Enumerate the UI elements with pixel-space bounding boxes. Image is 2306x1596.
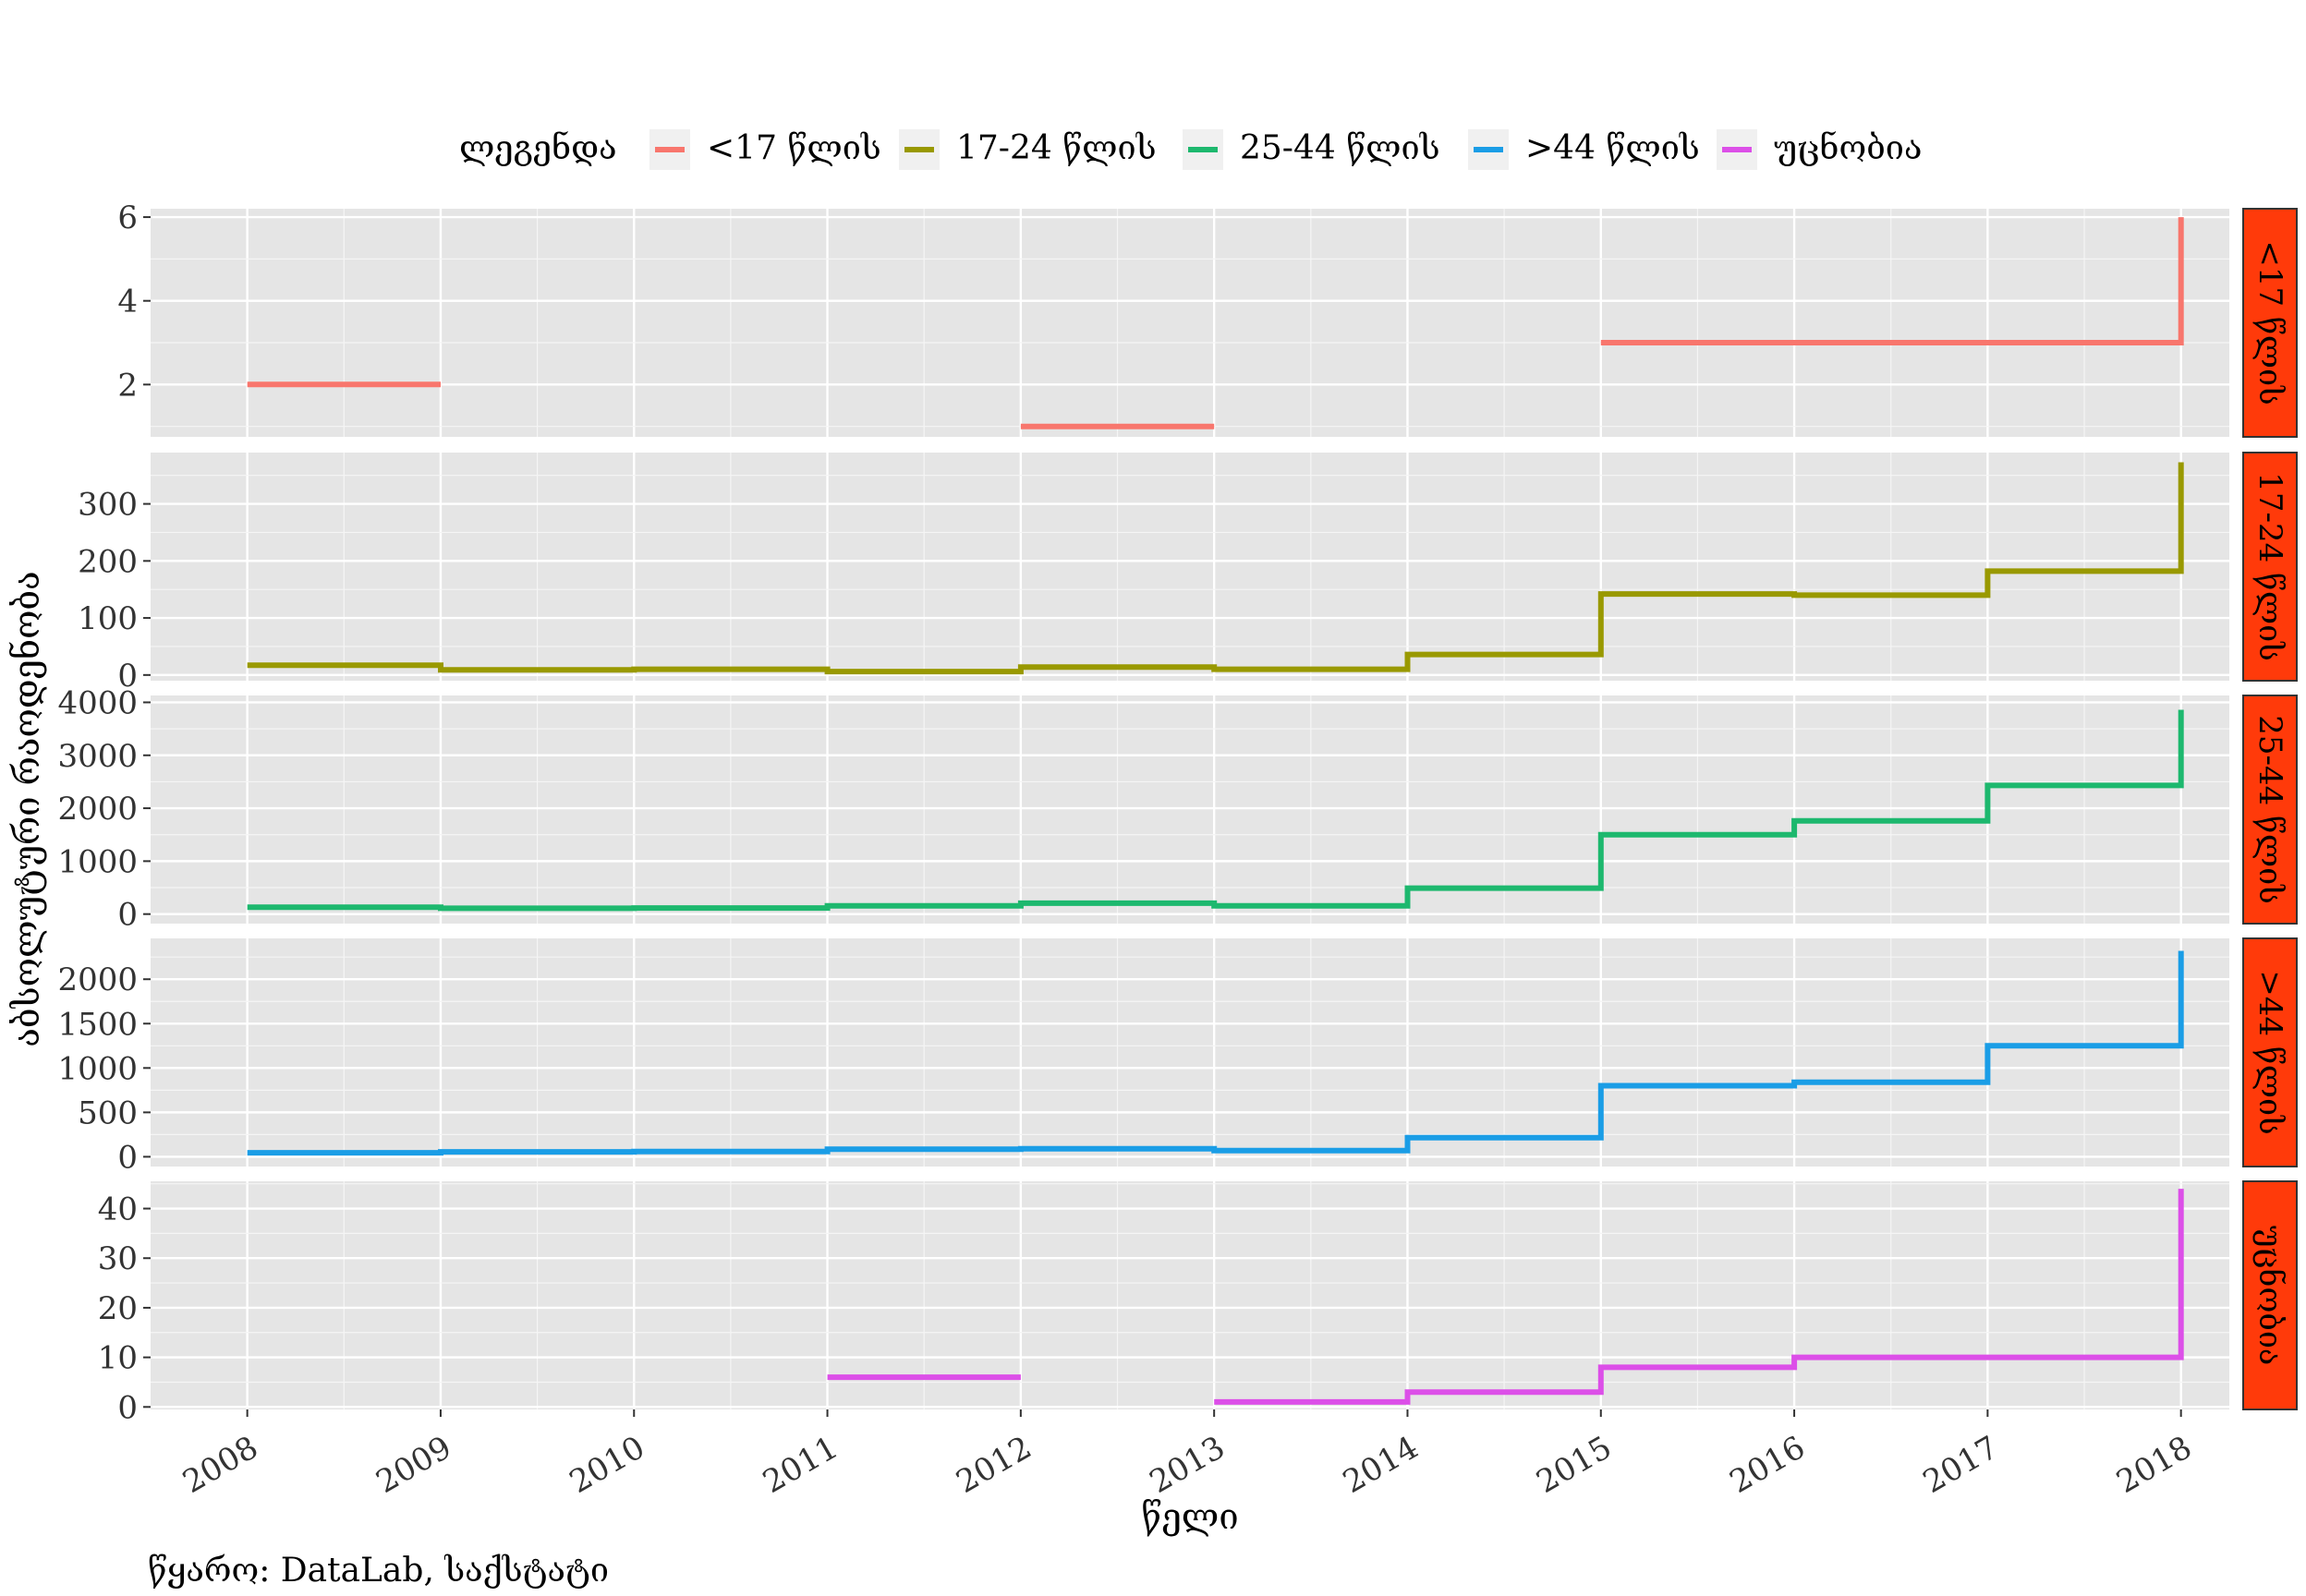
x-tick-label: 2012 xyxy=(950,1429,1038,1501)
y-tick-label: 6 xyxy=(117,200,138,236)
panel-4: 0 500 1000 1500 2000 >44 წლის xyxy=(57,937,2298,1176)
x-tick-label: 2016 xyxy=(1724,1429,1812,1501)
legend-title: ლეგენდა xyxy=(459,129,617,167)
y-tick-label: 4 xyxy=(117,284,138,320)
x-tick-label: 2013 xyxy=(1144,1429,1232,1501)
y-tick-label: 0 xyxy=(117,658,138,695)
legend-entry-label: 17-24 წლის xyxy=(956,129,1157,167)
series-line xyxy=(247,950,2184,1156)
x-tick-label: 2010 xyxy=(564,1429,651,1501)
legend-entry-label: <17 წლის xyxy=(707,129,881,167)
panel-3: 0 1000 2000 3000 4000 25-44 წლის xyxy=(57,684,2298,934)
panel-background xyxy=(151,1181,2229,1409)
y-axis-title: აბსოლუტური რაოდენობა xyxy=(6,571,47,1046)
y-tick-label: 500 xyxy=(78,1094,138,1131)
legend-entry-label: უცნობია xyxy=(1774,129,1922,167)
facet-strip xyxy=(2242,1180,2298,1410)
facet-strip xyxy=(2242,208,2298,438)
legend-entry-label: >44 წლის xyxy=(1525,129,1700,167)
x-axis: 2008 2009 2010 2011 2012 2013 2014 2015 2016 2017… xyxy=(176,1409,2198,1501)
y-tick-label: 4000 xyxy=(57,684,138,721)
series-line xyxy=(1600,217,2184,345)
y-tick-label: 1500 xyxy=(57,1006,138,1043)
y-tick-label: 2000 xyxy=(57,961,138,998)
panel-background xyxy=(151,209,2229,437)
source-caption: წყარო: DataLab, საქსტატი xyxy=(148,1552,609,1590)
panel-background xyxy=(151,453,2229,681)
y-tick-label: 100 xyxy=(78,600,138,637)
y-tick-label: 2 xyxy=(117,367,138,404)
x-axis-title: წელი xyxy=(1141,1496,1238,1537)
facet-strip-label: 17-24 წლის xyxy=(2251,472,2288,661)
y-tick-label: 0 xyxy=(117,897,138,934)
legend-entry-label: 25-44 წლის xyxy=(1240,129,1440,167)
y-tick-label: 300 xyxy=(78,487,138,524)
series-line xyxy=(247,462,2184,675)
x-tick-label: 2014 xyxy=(1337,1429,1425,1501)
facet-strip-label: >44 წლის xyxy=(2251,970,2288,1134)
y-tick-label: 1000 xyxy=(57,843,138,880)
y-tick-label: 0 xyxy=(117,1389,138,1426)
panel-1: 2 4 6 <17 წლის xyxy=(117,200,2298,438)
facet-strip xyxy=(2242,695,2298,925)
legend: ლეგენდა <17 წლის 17-24 წლის 25-44 წლის >44 … xyxy=(459,129,1922,170)
facet-strip-label: უცნობია xyxy=(2251,1226,2288,1366)
x-tick-label: 2008 xyxy=(176,1429,264,1501)
facet-strip-label: <17 წლის xyxy=(2251,240,2288,405)
facet-strip xyxy=(2242,937,2298,1167)
x-tick-label: 2009 xyxy=(370,1429,458,1501)
y-tick-label: 2000 xyxy=(57,791,138,828)
series-line xyxy=(247,709,2184,912)
y-tick-label: 40 xyxy=(98,1191,138,1228)
y-tick-label: 3000 xyxy=(57,738,138,775)
panel-5: 0 10 20 30 40 უცნობია xyxy=(98,1180,2298,1426)
panel-2: 0 100 200 300 17-24 წლის xyxy=(78,452,2298,695)
y-tick-label: 20 xyxy=(98,1290,138,1327)
x-tick-label: 2017 xyxy=(1917,1429,2005,1501)
y-tick-label: 1000 xyxy=(57,1050,138,1087)
y-tick-label: 0 xyxy=(117,1139,138,1176)
panel-background xyxy=(151,695,2229,924)
x-tick-label: 2011 xyxy=(757,1429,844,1501)
x-tick-label: 2018 xyxy=(2110,1429,2198,1501)
x-tick-label: 2015 xyxy=(1530,1429,1618,1501)
facet-strip-label: 25-44 წლის xyxy=(2251,715,2288,904)
y-tick-label: 30 xyxy=(98,1240,138,1277)
facet-strip xyxy=(2242,452,2298,682)
y-tick-label: 10 xyxy=(98,1340,138,1377)
panel-background xyxy=(151,938,2229,1167)
y-tick-label: 200 xyxy=(78,543,138,580)
series-line xyxy=(1214,1189,2184,1405)
